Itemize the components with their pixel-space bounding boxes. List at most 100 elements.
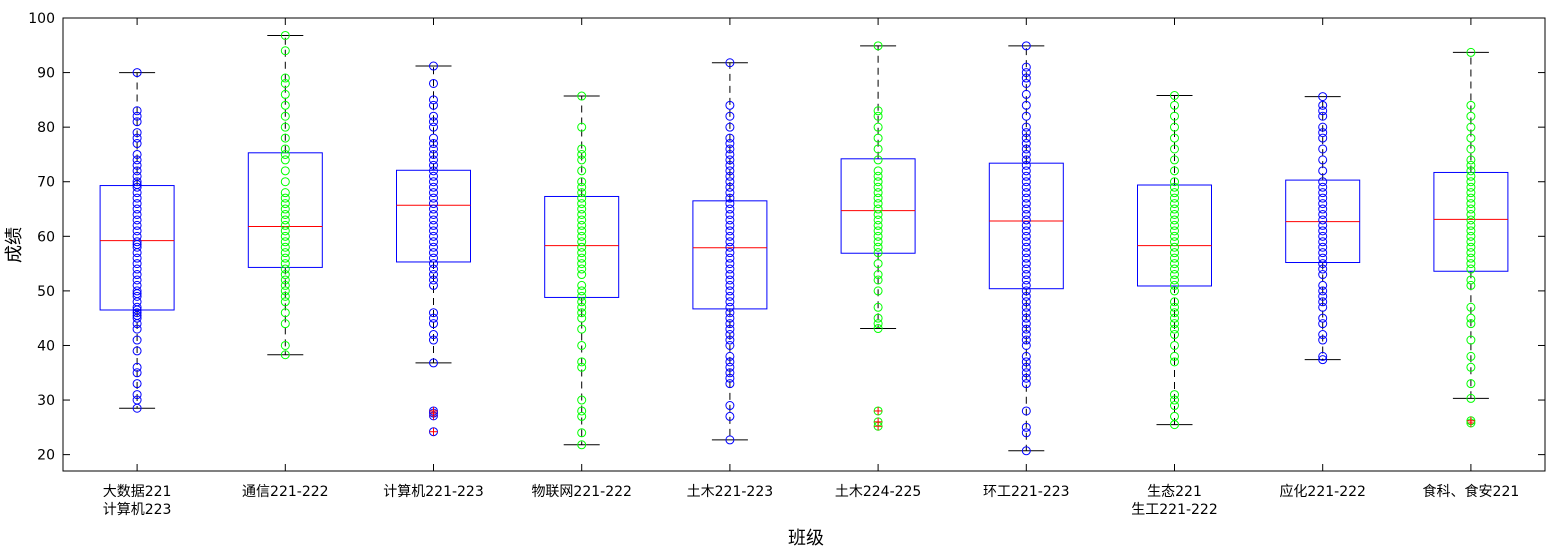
score-point: [1466, 237, 1476, 247]
score-point: [873, 259, 883, 269]
score-point: [280, 209, 290, 219]
score-point: [725, 264, 735, 274]
score-point: [132, 253, 142, 263]
score-point: [132, 215, 142, 225]
score-point: [577, 182, 587, 192]
score-point: [725, 133, 735, 143]
score-point: [132, 133, 142, 143]
score-point: [132, 166, 142, 176]
score-point: [1170, 111, 1179, 121]
box-group: 物联网221-222: [531, 18, 632, 500]
score-point: [873, 275, 883, 285]
score-point: [1318, 330, 1328, 340]
score-point: [429, 335, 438, 345]
score-point: [1466, 302, 1476, 312]
score-point: [429, 117, 438, 127]
score-point: [1318, 220, 1328, 230]
score-point: [429, 182, 438, 192]
score-point: [429, 95, 438, 105]
score-point: [132, 280, 142, 290]
score-point: [725, 182, 735, 192]
score-point: [577, 406, 587, 416]
score-point: [1021, 226, 1031, 236]
score-point: [132, 209, 142, 219]
score-point: [429, 133, 438, 143]
score-point: [1170, 340, 1179, 350]
score-point: [577, 324, 587, 334]
score-point: [1170, 100, 1179, 110]
score-point: [725, 144, 735, 154]
score-point: [280, 270, 290, 280]
score-point: [1466, 155, 1476, 165]
score-point: [1170, 220, 1179, 230]
score-point: [280, 308, 290, 318]
score-point: [577, 242, 587, 252]
score-point: [1318, 226, 1328, 236]
score-point: [725, 237, 735, 247]
score-point: [280, 340, 290, 350]
score-point: [725, 379, 735, 389]
score-point: [1466, 362, 1476, 372]
score-point: [1466, 264, 1476, 274]
x-tick-label: 土木224-225: [835, 484, 922, 500]
score-point: [1466, 171, 1476, 181]
score-point: [1318, 166, 1328, 176]
score-point: [1021, 242, 1031, 252]
score-point: [280, 122, 290, 132]
score-point: [873, 313, 883, 323]
score-point: [280, 199, 290, 209]
score-point: [577, 155, 587, 165]
score-point: [429, 155, 438, 165]
score-point: [1170, 302, 1179, 312]
score-point: [280, 280, 290, 290]
score-point: [1318, 264, 1328, 274]
score-point: [873, 204, 883, 214]
score-point: [429, 319, 438, 329]
score-point: [1466, 335, 1476, 345]
score-point: [1021, 270, 1031, 280]
plot-frame: [62, 17, 1546, 472]
score-point: [280, 231, 290, 241]
score-point: [1466, 379, 1476, 389]
box-group: 环工221-223: [983, 18, 1070, 500]
score-point: [132, 199, 142, 209]
score-point: [132, 204, 142, 214]
score-point: [132, 335, 142, 345]
score-point: [577, 308, 587, 318]
score-point: [280, 149, 290, 159]
score-point: [1318, 297, 1328, 307]
score-point: [1021, 177, 1031, 187]
y-tick-label: 40: [37, 338, 55, 354]
score-point: [429, 275, 438, 285]
score-point: [1170, 253, 1179, 263]
x-tick-label: 环工221-223: [983, 484, 1070, 500]
score-point: [577, 286, 587, 296]
x-tick-label: 物联网221-222: [531, 484, 632, 500]
score-point: [132, 368, 142, 378]
score-point: [132, 379, 142, 389]
score-point: [577, 280, 587, 290]
score-point: [577, 340, 587, 350]
score-point: [577, 313, 587, 323]
score-point: [577, 91, 587, 101]
score-point: [280, 253, 290, 263]
score-point: [280, 226, 290, 236]
score-point: [280, 193, 290, 203]
score-point: [132, 68, 142, 78]
score-point: [1318, 248, 1328, 258]
score-point: [1318, 291, 1328, 301]
y-tick-label: 60: [37, 229, 55, 245]
score-point: [280, 237, 290, 247]
score-point: [132, 128, 142, 138]
score-point: [725, 199, 735, 209]
score-point: [1021, 220, 1031, 230]
score-point: [873, 133, 883, 143]
score-point: [132, 324, 142, 334]
score-point: [1170, 144, 1179, 154]
score-point: [132, 308, 142, 318]
score-point: [1021, 379, 1031, 389]
score-point: [725, 313, 735, 323]
score-point: [725, 270, 735, 280]
score-point: [725, 111, 735, 121]
score-point: [1318, 204, 1328, 214]
